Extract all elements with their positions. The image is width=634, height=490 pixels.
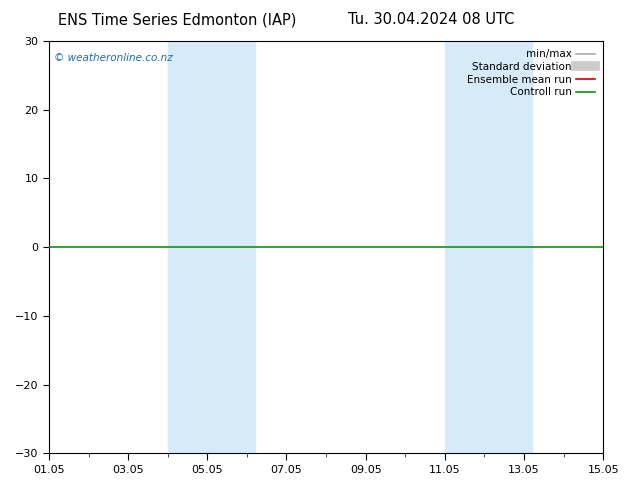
Bar <box>445 41 532 453</box>
Text: © weatheronline.co.nz: © weatheronline.co.nz <box>55 53 173 63</box>
Text: ENS Time Series Edmonton (IAP): ENS Time Series Edmonton (IAP) <box>58 12 297 27</box>
Legend: min/max, Standard deviation, Ensemble mean run, Controll run: min/max, Standard deviation, Ensemble me… <box>464 46 598 100</box>
Bar <box>167 41 255 453</box>
Text: Tu. 30.04.2024 08 UTC: Tu. 30.04.2024 08 UTC <box>348 12 514 27</box>
